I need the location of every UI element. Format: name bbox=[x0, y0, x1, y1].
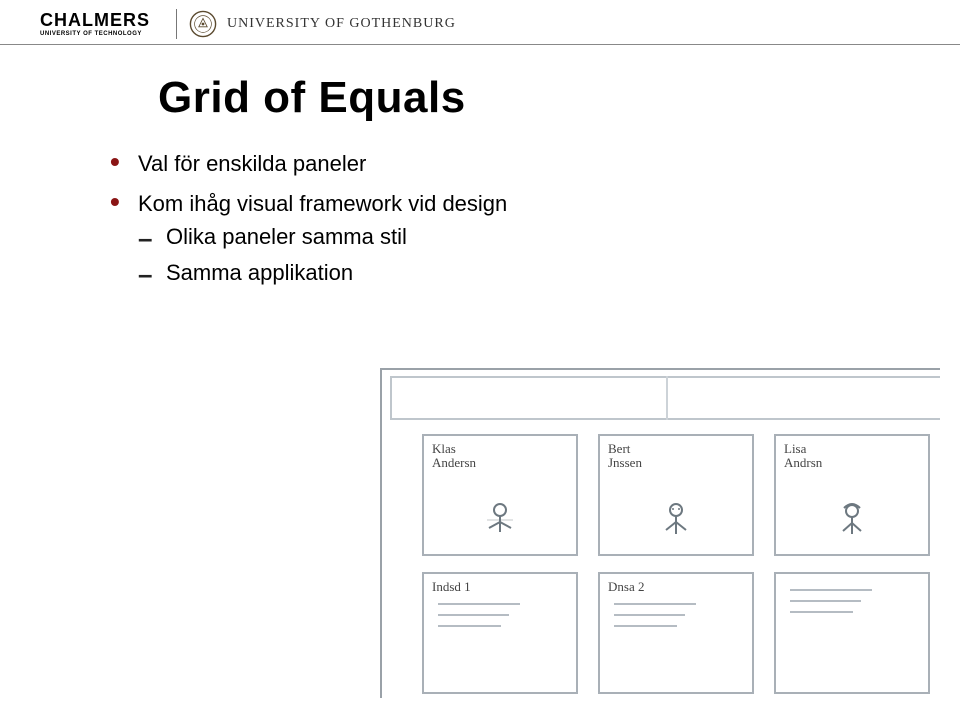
sketch-top-bar bbox=[390, 376, 940, 420]
slide-header: CHALMERS UNIVERSITY OF TECHNOLOGY UNIVER… bbox=[0, 0, 960, 44]
chalmers-wordmark: CHALMERS bbox=[40, 11, 150, 29]
stick-figure-icon bbox=[653, 500, 699, 546]
sketch-card-name2: Andrsn bbox=[784, 455, 822, 470]
sub-bullet-list: Olika paneler samma stil Samma applikati… bbox=[138, 222, 900, 287]
sketch-card-list: Dnsa 2 bbox=[598, 572, 754, 694]
wireframe-sketch: Klas Andersn Bert Jnssen bbox=[380, 368, 940, 698]
stick-figure-icon bbox=[829, 500, 875, 546]
bullet-list: Val för enskilda paneler Kom ihåg visual… bbox=[110, 149, 900, 288]
sketch-lines bbox=[608, 603, 744, 627]
chalmers-logo: CHALMERS UNIVERSITY OF TECHNOLOGY bbox=[40, 11, 150, 37]
bullet-item: Kom ihåg visual framework vid design Oli… bbox=[110, 189, 900, 288]
sketch-card-title: Indsd 1 bbox=[432, 579, 471, 594]
sub-bullet-item: Olika paneler samma stil bbox=[138, 222, 900, 252]
sketch-card-name2: Jnssen bbox=[608, 455, 642, 470]
bullet-text: Kom ihåg visual framework vid design bbox=[138, 191, 507, 216]
sketch-card-person: Klas Andersn bbox=[422, 434, 578, 556]
slide-content: Grid of Equals Val för enskilda paneler … bbox=[0, 45, 960, 288]
gu-wordmark: UNIVERSITY OF GOTHENBURG bbox=[227, 16, 456, 32]
header-separator bbox=[176, 9, 177, 39]
sketch-card-person: Lisa Andrsn bbox=[774, 434, 930, 556]
chalmers-subtitle: UNIVERSITY OF TECHNOLOGY bbox=[40, 31, 142, 37]
stick-figure-icon bbox=[477, 500, 523, 546]
sketch-card-list: Indsd 1 bbox=[422, 572, 578, 694]
sub-bullet-text: Olika paneler samma stil bbox=[166, 224, 407, 249]
bullet-item: Val för enskilda paneler bbox=[110, 149, 900, 179]
gu-seal-icon bbox=[189, 10, 217, 38]
sub-bullet-item: Samma applikation bbox=[138, 258, 900, 288]
sketch-card-name2: Andersn bbox=[432, 455, 476, 470]
sub-bullet-text: Samma applikation bbox=[166, 260, 353, 285]
sketch-card-person: Bert Jnssen bbox=[598, 434, 754, 556]
sketch-lines bbox=[784, 589, 920, 613]
bullet-text: Val för enskilda paneler bbox=[138, 151, 366, 176]
sketch-card-list bbox=[774, 572, 930, 694]
sketch-card-title: Dnsa 2 bbox=[608, 579, 644, 594]
slide-title: Grid of Equals bbox=[158, 73, 900, 123]
sketch-lines bbox=[432, 603, 568, 627]
sketch-grid: Klas Andersn Bert Jnssen bbox=[422, 434, 940, 698]
